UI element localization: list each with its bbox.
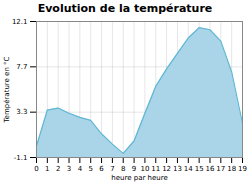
svg-text:3.3: 3.3 — [16, 108, 27, 116]
svg-text:13: 13 — [173, 165, 182, 173]
svg-text:9: 9 — [132, 165, 136, 173]
svg-text:0: 0 — [34, 165, 38, 173]
svg-text:7.7: 7.7 — [16, 63, 27, 71]
svg-text:6: 6 — [99, 165, 104, 173]
svg-text:4: 4 — [78, 165, 83, 173]
svg-text:12: 12 — [162, 165, 171, 173]
svg-text:15: 15 — [195, 165, 204, 173]
svg-text:14: 14 — [184, 165, 193, 173]
svg-text:5: 5 — [88, 165, 92, 173]
svg-text:2: 2 — [56, 165, 60, 173]
svg-text:7: 7 — [110, 165, 114, 173]
svg-text:8: 8 — [121, 165, 125, 173]
svg-text:11: 11 — [151, 165, 160, 173]
svg-text:17: 17 — [216, 165, 225, 173]
svg-text:1: 1 — [45, 165, 49, 173]
svg-text:-1.1: -1.1 — [14, 154, 28, 162]
html-text:Evolution de la température: Evolution de la température — [37, 2, 213, 15]
svg-text:heure par heure: heure par heure — [111, 174, 167, 182]
svg-text:18: 18 — [227, 165, 236, 173]
svg-text:3: 3 — [67, 165, 71, 173]
svg-text:12.1: 12.1 — [12, 18, 28, 26]
svg-text:19: 19 — [238, 165, 247, 173]
svg-text:10: 10 — [140, 165, 149, 173]
svg-text:Température en °C: Température en °C — [3, 56, 11, 123]
svg-text:16: 16 — [206, 165, 215, 173]
